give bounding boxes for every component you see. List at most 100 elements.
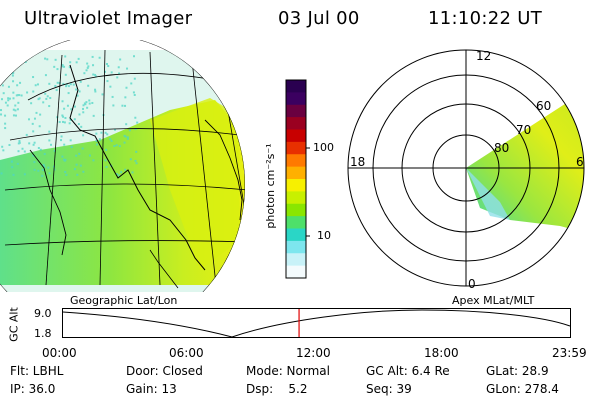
speckle-dot bbox=[91, 101, 94, 104]
speckle-dot bbox=[12, 80, 15, 83]
speckle-dot bbox=[55, 89, 58, 92]
speckle-dot bbox=[65, 85, 68, 88]
speckle-dot bbox=[17, 94, 20, 97]
speckle-dot bbox=[69, 83, 72, 86]
speckle-dot bbox=[23, 55, 26, 58]
speckle-dot bbox=[12, 108, 15, 111]
speckle-dot bbox=[48, 82, 51, 85]
speckle-dot bbox=[86, 106, 89, 109]
speckle-dot bbox=[134, 128, 137, 131]
speckle-dot bbox=[78, 152, 81, 155]
app-title: Ultraviolet Imager bbox=[24, 8, 193, 29]
speckle-dot bbox=[49, 97, 52, 100]
speckle-dot bbox=[94, 73, 97, 76]
speckle-dot bbox=[26, 91, 29, 94]
colorbar-tick-100: 100 bbox=[313, 141, 334, 154]
colorbar-segment bbox=[286, 228, 306, 242]
speckle-dot bbox=[23, 150, 26, 153]
speckle-dot bbox=[17, 101, 20, 104]
speckle-dot bbox=[35, 111, 38, 114]
speckle-dot bbox=[120, 171, 123, 174]
speckle-dot bbox=[126, 137, 129, 140]
speckle-dot bbox=[33, 141, 36, 144]
speckle-dot bbox=[53, 149, 56, 152]
speckle-dot bbox=[37, 98, 40, 101]
speckle-dot bbox=[33, 161, 36, 164]
speckle-dot bbox=[8, 97, 11, 100]
speckle-dot bbox=[33, 168, 36, 171]
speckle-dot bbox=[104, 131, 107, 134]
speckle-dot bbox=[4, 101, 7, 104]
speckle-dot bbox=[62, 158, 65, 161]
speckle-dot bbox=[12, 173, 15, 176]
speckle-dot bbox=[126, 136, 129, 139]
speckle-dot bbox=[117, 66, 120, 69]
colorbar-segment bbox=[286, 104, 306, 118]
colorbar-segment bbox=[286, 80, 306, 93]
speckle-dot bbox=[4, 122, 7, 125]
speckle-dot bbox=[11, 72, 14, 75]
speckle-dot bbox=[117, 174, 120, 177]
mlt-label-0: 0 bbox=[468, 277, 476, 291]
speckle-dot bbox=[7, 97, 10, 100]
speckle-dot bbox=[11, 57, 14, 60]
speckle-dot bbox=[78, 113, 81, 116]
speckle-dot bbox=[87, 84, 90, 87]
speckle-dot bbox=[92, 159, 95, 162]
speckle-dot bbox=[54, 58, 57, 61]
speckle-dot bbox=[11, 74, 14, 77]
speckle-dot bbox=[21, 147, 24, 150]
speckle-dot bbox=[4, 114, 7, 117]
speckle-dot bbox=[2, 149, 5, 152]
speckle-dot bbox=[41, 168, 44, 171]
speckle-dot bbox=[112, 104, 115, 107]
speckle-dot bbox=[75, 88, 78, 91]
colorbar-segment bbox=[286, 92, 306, 106]
speckle-dot bbox=[132, 91, 135, 94]
speckle-dot bbox=[7, 99, 10, 102]
speckle-dot bbox=[0, 109, 3, 112]
speckle-dot bbox=[82, 170, 85, 173]
speckle-dot bbox=[64, 55, 67, 58]
lat-label-60: 60 bbox=[536, 99, 551, 113]
speckle-dot bbox=[116, 76, 119, 79]
speckle-dot bbox=[111, 95, 114, 98]
colorbar-segment bbox=[286, 216, 306, 229]
speckle-dot bbox=[82, 134, 85, 137]
colorbar bbox=[285, 79, 310, 279]
speckle-dot bbox=[39, 113, 42, 116]
speckle-dot bbox=[37, 146, 40, 149]
time-tick-2359: 23:59 bbox=[552, 346, 587, 360]
speckle-dot bbox=[96, 143, 99, 146]
speckle-dot bbox=[34, 84, 37, 87]
speckle-dot bbox=[33, 117, 36, 120]
speckle-dot bbox=[64, 116, 67, 119]
speckle-dot bbox=[0, 98, 3, 101]
speckle-dot bbox=[119, 58, 122, 61]
speckle-dot bbox=[23, 173, 26, 176]
speckle-dot bbox=[7, 85, 10, 88]
speckle-dot bbox=[20, 94, 23, 97]
speckle-dot bbox=[56, 81, 59, 84]
speckle-dot bbox=[64, 171, 67, 174]
time-tick-1200: 12:00 bbox=[296, 346, 331, 360]
speckle-dot bbox=[135, 162, 138, 165]
speckle-dot bbox=[136, 121, 139, 124]
speckle-dot bbox=[118, 72, 121, 75]
speckle-dot bbox=[134, 159, 137, 162]
speckle-dot bbox=[24, 61, 27, 64]
speckle-dot bbox=[45, 97, 48, 100]
speckle-dot bbox=[109, 85, 112, 88]
speckle-dot bbox=[98, 56, 101, 59]
speckle-dot bbox=[124, 135, 127, 138]
colorbar-segment bbox=[286, 253, 306, 267]
speckle-dot bbox=[37, 169, 40, 172]
speckle-dot bbox=[88, 99, 91, 102]
speckle-dot bbox=[63, 107, 66, 110]
speckle-dot bbox=[118, 145, 121, 148]
speckle-dot bbox=[10, 160, 13, 163]
glat-field: GLat: 28.9 bbox=[486, 364, 549, 378]
altitude-curve bbox=[62, 309, 571, 338]
speckle-dot bbox=[131, 171, 134, 174]
speckle-dot bbox=[14, 104, 17, 107]
